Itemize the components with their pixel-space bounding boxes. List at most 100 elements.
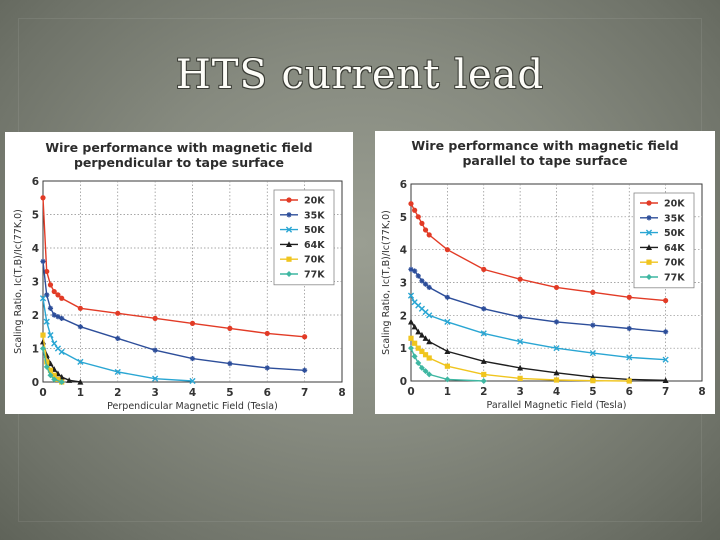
data-point-35K (152, 347, 158, 353)
slide-title: HTS current lead (175, 52, 545, 98)
data-point-64K (415, 328, 422, 335)
legend-label-50K: 50K (304, 225, 325, 236)
x-tick-label: 7 (301, 387, 308, 399)
y-axis-label: Scaling Ratio, Ic(T,B)/Ic(77K,0) (13, 209, 24, 354)
x-tick-label: 2 (480, 386, 487, 398)
chart-title-line1: Wire performance with magnetic field (45, 140, 313, 155)
legend-label-35K: 35K (664, 213, 685, 224)
data-point-35K (77, 324, 83, 330)
data-point-20K (590, 289, 596, 295)
data-point-35K (481, 306, 487, 312)
data-point-50K (407, 292, 415, 299)
data-point-77K (58, 379, 65, 385)
data-point-35K (415, 273, 421, 279)
data-point-77K (411, 353, 418, 360)
data-point-64K (411, 323, 418, 330)
data-point-20K (264, 330, 270, 337)
data-point-35K (444, 294, 450, 300)
legend-label-70K: 70K (664, 258, 685, 269)
data-point-50K (58, 348, 65, 355)
data-point-64K (426, 338, 433, 345)
x-tick-label: 3 (516, 386, 523, 398)
legend-marker-77K (646, 274, 652, 280)
y-tick-label: 3 (400, 278, 407, 290)
legend-marker-70K (646, 259, 652, 265)
legend-label-64K: 64K (664, 243, 685, 254)
data-point-50K (426, 312, 433, 319)
data-point-20K (663, 297, 669, 304)
data-point-35K (51, 312, 57, 318)
legend-label-50K: 50K (664, 228, 685, 239)
y-tick-label: 6 (32, 176, 39, 188)
data-point-50K (51, 340, 58, 347)
data-point-50K (189, 377, 196, 385)
data-point-77K (43, 363, 50, 370)
data-point-35K (189, 355, 196, 362)
chart-panel-parallel: Wire performance with magnetic field par… (375, 131, 715, 414)
data-point-70K (419, 348, 425, 355)
x-tick-label: 0 (39, 387, 46, 399)
data-point-20K (444, 247, 450, 253)
x-axis-label: Perpendicular Magnetic Field (Tesla) (107, 401, 278, 412)
legend-label-20K: 20K (304, 196, 325, 207)
legend-label-77K: 77K (304, 270, 325, 281)
legend-marker-50K (285, 226, 293, 233)
data-point-77K (51, 376, 58, 383)
x-tick-label: 4 (189, 387, 196, 399)
data-point-64K (480, 358, 487, 364)
y-tick-label: 2 (400, 310, 407, 322)
data-point-20K (553, 284, 560, 291)
data-point-35K (422, 281, 429, 287)
data-point-35K (663, 329, 669, 335)
data-point-70K (412, 340, 418, 346)
data-point-70K (47, 367, 54, 373)
data-point-20K (47, 282, 54, 288)
data-point-50K (553, 345, 560, 352)
legend-marker-77K (286, 271, 292, 277)
data-point-20K (40, 195, 46, 201)
x-tick-label: 8 (698, 386, 705, 398)
y-tick-label: 0 (400, 376, 407, 388)
data-point-70K (553, 377, 560, 383)
legend-marker-20K (286, 197, 292, 203)
y-tick-label: 5 (400, 212, 407, 224)
data-point-64K (553, 369, 560, 376)
data-point-70K (51, 372, 57, 378)
x-tick-label: 6 (264, 387, 271, 399)
data-point-77K (418, 364, 425, 371)
x-tick-label: 7 (662, 386, 669, 398)
data-point-77K (480, 378, 487, 384)
y-tick-label: 4 (32, 243, 39, 255)
data-point-20K (412, 207, 418, 213)
data-point-50K (114, 368, 121, 376)
data-point-20K (481, 266, 487, 272)
data-point-20K (626, 294, 632, 300)
data-point-20K (51, 288, 57, 295)
data-point-77K (40, 345, 46, 352)
x-tick-label: 3 (151, 387, 158, 399)
y-tick-label: 5 (32, 210, 39, 222)
data-point-64K (77, 378, 84, 385)
y-axis-label: Scaling Ratio, Ic(T,B)/Ic(77K,0) (381, 210, 392, 355)
data-point-35K (419, 278, 425, 284)
data-point-77K (415, 359, 422, 366)
data-point-35K (412, 268, 418, 274)
data-point-77K (426, 371, 433, 378)
data-point-35K (590, 322, 596, 328)
y-tick-label: 1 (32, 344, 39, 356)
y-tick-label: 3 (32, 277, 39, 289)
data-point-70K (426, 355, 432, 361)
data-point-50K (43, 318, 50, 325)
data-point-70K (408, 335, 414, 341)
data-point-64K (408, 318, 414, 325)
x-tick-label: 0 (407, 386, 414, 398)
data-point-70K (517, 375, 523, 381)
data-point-70K (55, 376, 61, 382)
data-point-20K (408, 201, 414, 207)
legend-box (273, 189, 335, 286)
data-point-64K (66, 377, 73, 383)
data-point-77K (444, 376, 451, 383)
chart-perpendicular-svg: 0 1 2 3 4 5 6 7 8 0 1 2 3 4 5 6 Perpendicular Magnetic F… (13, 176, 346, 412)
data-point-20K (59, 295, 65, 301)
data-point-20K (302, 334, 308, 340)
